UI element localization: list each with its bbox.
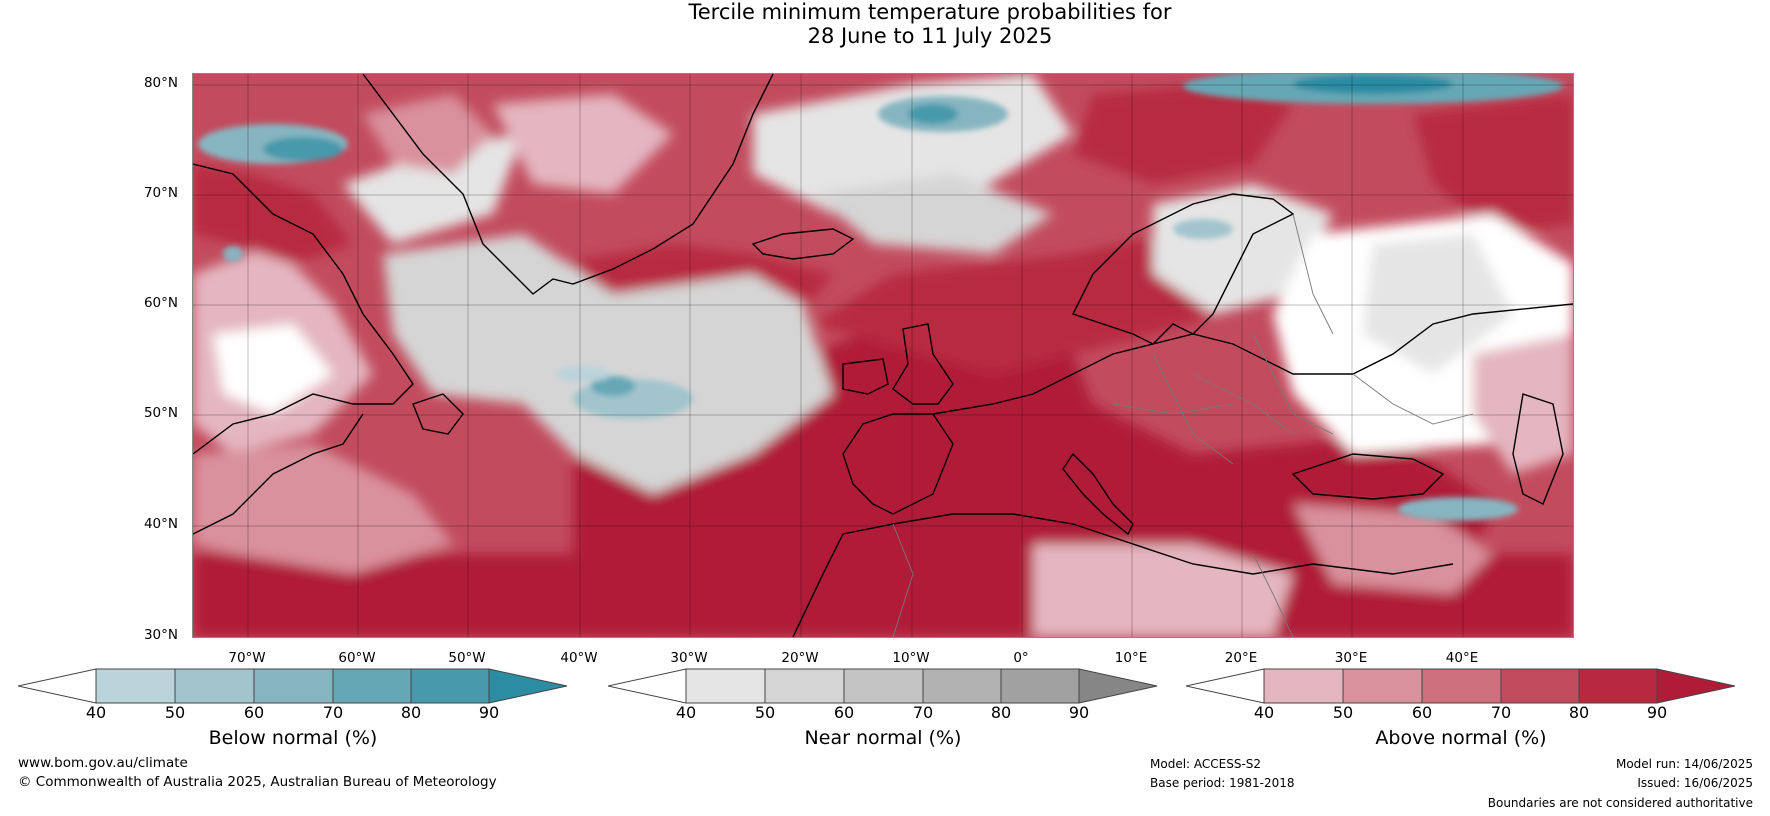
lon-label-40e: 40°E — [1445, 650, 1479, 666]
cbar2-tick-40: 40 — [1253, 703, 1275, 722]
cbar2-label: Above normal (%) — [1375, 727, 1547, 749]
footer-model: Model: ACCESS-S2 — [1150, 757, 1262, 771]
cbar2-tick-50: 50 — [1332, 703, 1354, 722]
coastlines — [193, 74, 1573, 637]
lon-label-50w: 50°W — [448, 650, 486, 666]
cbar1-tick-90: 90 — [1068, 703, 1090, 722]
cbar0-tick-70: 70 — [322, 703, 344, 722]
cbar0-tick-40: 40 — [85, 703, 107, 722]
cbar0-label: Below normal (%) — [208, 727, 378, 749]
cbar1-extend-low — [608, 668, 687, 704]
footer-base-period: Base period: 1981-2018 — [1150, 776, 1295, 790]
footer-disclaimer: Boundaries are not considered authoritat… — [1487, 796, 1753, 810]
cbar2-tick-80: 80 — [1568, 703, 1590, 722]
cbar1-bin-2 — [764, 668, 845, 704]
cbar1-bin-3 — [843, 668, 924, 704]
lat-label-50n: 50°N — [143, 405, 178, 421]
lon-label-20e: 20°E — [1224, 650, 1258, 666]
cbar2-tick-60: 60 — [1411, 703, 1433, 722]
cbar2-tick-90: 90 — [1646, 703, 1668, 722]
chart-title: Tercile minimum temperature probabilitie… — [0, 0, 1770, 48]
footer-issued: Issued: 16/06/2025 — [1637, 776, 1753, 790]
lat-label-80n: 80°N — [143, 75, 178, 91]
cbar0-tick-80: 80 — [400, 703, 422, 722]
lat-label-60n: 60°N — [143, 295, 178, 311]
cbar0-bin-2 — [174, 668, 255, 704]
graticule — [193, 74, 1573, 637]
cbar1-extend-high — [1078, 668, 1158, 704]
cbar2-bin-1 — [1263, 668, 1344, 704]
footer-model-run: Model run: 14/06/2025 — [1615, 757, 1753, 771]
lat-label-30n: 30°N — [143, 627, 178, 643]
cbar2-bin-3 — [1421, 668, 1502, 704]
lon-label-30w: 30°W — [670, 650, 708, 666]
probability-map — [192, 73, 1574, 638]
lon-label-20w: 20°W — [781, 650, 819, 666]
footer-copyright: © Commonwealth of Australia 2025, Austra… — [18, 774, 497, 790]
chart-title-line2: 28 June to 11 July 2025 — [807, 24, 1053, 48]
cbar2-tick-70: 70 — [1490, 703, 1512, 722]
lon-label-0: 0° — [1013, 650, 1029, 666]
lon-label-10e: 10°E — [1114, 650, 1148, 666]
lat-label-70n: 70°N — [143, 185, 178, 201]
cbar2-bin-4 — [1500, 668, 1580, 704]
cbar1-bin-1 — [685, 668, 766, 704]
lat-label-40n: 40°N — [143, 516, 178, 532]
country-borders — [892, 213, 1474, 637]
cbar0-bin-3 — [253, 668, 334, 704]
cbar0-bin-4 — [332, 668, 412, 704]
cbar2-bin-5 — [1578, 668, 1658, 704]
cbar1-tick-40: 40 — [675, 703, 697, 722]
chart-title-line1: Tercile minimum temperature probabilitie… — [688, 0, 1172, 24]
cbar2-extend-high — [1656, 668, 1736, 704]
lon-label-30e: 30°E — [1334, 650, 1368, 666]
cbar0-tick-90: 90 — [478, 703, 500, 722]
cbar0-tick-60: 60 — [243, 703, 265, 722]
lon-label-10w: 10°W — [892, 650, 930, 666]
cbar0-tick-50: 50 — [164, 703, 186, 722]
cbar0-extend-low — [18, 668, 97, 704]
cbar1-bin-4 — [922, 668, 1002, 704]
cbar2-extend-low — [1186, 668, 1265, 704]
footer-website: www.bom.gov.au/climate — [18, 755, 188, 771]
cbar1-tick-70: 70 — [912, 703, 934, 722]
cbar0-bin-1 — [95, 668, 176, 704]
cbar1-tick-50: 50 — [754, 703, 776, 722]
cbar0-bin-5 — [410, 668, 490, 704]
cbar1-bin-5 — [1000, 668, 1080, 704]
cbar2-bin-2 — [1342, 668, 1423, 704]
lon-label-60w: 60°W — [338, 650, 376, 666]
lon-label-40w: 40°W — [560, 650, 598, 666]
below-normal-patches — [198, 74, 1563, 521]
cbar0-extend-high — [488, 668, 568, 704]
cbar1-tick-80: 80 — [990, 703, 1012, 722]
cbar1-tick-60: 60 — [833, 703, 855, 722]
lon-label-70w: 70°W — [228, 650, 266, 666]
map-canvas — [193, 74, 1573, 637]
probability-field — [193, 74, 1573, 637]
cbar1-label: Near normal (%) — [804, 727, 962, 749]
